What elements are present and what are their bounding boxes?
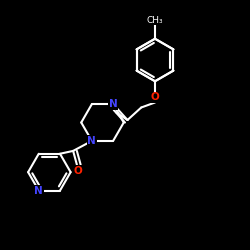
Text: O: O (150, 92, 160, 102)
Text: N: N (88, 136, 96, 146)
Text: CH₃: CH₃ (147, 16, 163, 24)
Text: N: N (34, 186, 43, 196)
Text: N: N (109, 99, 118, 109)
Text: O: O (74, 166, 82, 176)
Text: O: O (108, 99, 117, 109)
